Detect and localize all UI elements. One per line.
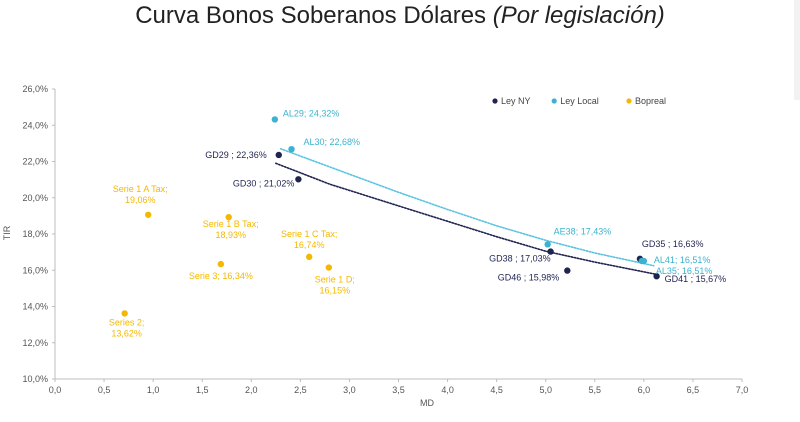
x-tick-label: 6,5 [687, 385, 700, 395]
legend-marker [551, 98, 557, 104]
x-tick-label: 7,0 [736, 385, 749, 395]
data-point [225, 213, 232, 221]
data-point [547, 248, 554, 255]
y-tick-label: 24,0% [22, 120, 48, 130]
point-label: GD35 ; 16,63% [642, 239, 704, 249]
point-label-line: GD41 ; 15,67% [665, 274, 727, 284]
point-label: Serie 1 A Tax; 19,06% [113, 184, 168, 205]
data-point [564, 267, 571, 274]
point-label-line: 13,62% [111, 328, 142, 338]
legend-label: Bopreal [635, 96, 666, 106]
point-label: Serie 3; 16,34% [189, 271, 253, 281]
data-point [325, 264, 333, 271]
data-point [544, 241, 551, 248]
x-tick-label: 6,0 [638, 385, 651, 395]
point-label-line: GD30 ; 21,02% [233, 178, 295, 188]
axes: 10,0% 12,0% 14,0% 16,0% 18,0% 20,0% 22,0% 24,0%… [22, 84, 748, 395]
point-label-line: Serie 3; 16,34% [189, 271, 253, 281]
x-tick-label: 4,0 [441, 385, 454, 395]
x-tick-label: 3,0 [343, 385, 356, 395]
point-label-line: 16,74% [294, 240, 325, 250]
x-tick-label: 5,5 [589, 385, 602, 395]
x-tick-label: 0,5 [98, 385, 111, 395]
point-label: GD46 ; 15,98% [498, 273, 560, 283]
data-point [305, 253, 313, 261]
point-label-line: AL29; 24,32% [283, 108, 340, 118]
scrollbar-strip [794, 0, 800, 100]
point-label: AL30; 22,68% [304, 137, 361, 147]
point-label: GD30 ; 21,02% [233, 178, 295, 188]
point-label: Serie 1 C Tax; 16,74% [281, 229, 337, 250]
x-tick-label: 1,0 [147, 385, 160, 395]
point-label: AL41; 16,51% [654, 255, 711, 265]
point-label-line: 16,15% [320, 286, 351, 296]
point-label-line: AL41; 16,51% [654, 255, 711, 265]
point-label-line: AL35; 16,51% [656, 266, 713, 276]
point-label-line: Serie 1 A Tax; [113, 184, 168, 194]
legend-marker [492, 98, 498, 104]
data-point [271, 116, 279, 123]
y-tick-label: 10,0% [22, 374, 48, 384]
point-label: Serie 1 B Tax; 18,93% [203, 219, 259, 240]
point-label: AL29; 24,32% [283, 108, 340, 118]
data-points [121, 116, 660, 317]
data-point [638, 257, 646, 265]
x-tick-label: 2,0 [245, 385, 258, 395]
y-tick-label: 18,0% [22, 229, 48, 239]
y-tick-label: 16,0% [22, 265, 48, 275]
point-label-line: GD46 ; 15,98% [498, 273, 560, 283]
legend-label: Ley Local [560, 96, 599, 106]
point-label-line: GD38 ; 17,03% [489, 254, 551, 264]
y-tick-label: 26,0% [22, 84, 48, 94]
x-axis-label: MD [420, 398, 434, 408]
point-label-line: AL30; 22,68% [304, 137, 361, 147]
y-axis-label: TIR [2, 225, 12, 240]
data-point [295, 176, 302, 183]
point-label: AE38; 17,43% [554, 226, 612, 236]
point-labels: GD29 ; 22,36% GD30 ; 21,02% GD38 ; 17,03% G… [109, 108, 726, 338]
chart-title-main: Curva Bonos Soberanos Dólares [135, 2, 487, 29]
data-point [145, 211, 152, 218]
point-label-line: 18,93% [215, 230, 246, 240]
point-label: GD29 ; 22,36% [205, 150, 267, 160]
y-tick-label: 20,0% [22, 193, 48, 203]
data-point [275, 151, 282, 159]
x-tick-label: 2,5 [294, 385, 307, 395]
x-tick-label: 3,5 [392, 385, 405, 395]
point-label: AL35; 16,51% [656, 266, 713, 276]
trendline [274, 162, 660, 276]
chart-subtitle: (Por legislación) [492, 2, 665, 29]
x-tick-label: 0,0 [49, 385, 62, 395]
data-point [653, 273, 660, 280]
point-label: Series 2; 13,62% [109, 317, 145, 338]
trendlines [274, 148, 660, 276]
point-label-line: 19,06% [125, 195, 156, 205]
point-label-line: Series 2; [109, 317, 145, 327]
point-label-line: AE38; 17,43% [554, 226, 612, 236]
point-label-line: Serie 1 C Tax; [281, 229, 337, 239]
y-tick-label: 12,0% [22, 338, 48, 348]
point-label-line: GD35 ; 16,63% [642, 239, 704, 249]
trendline [279, 148, 655, 267]
point-label: GD38 ; 17,03% [489, 254, 551, 264]
point-label: Serie 1 D; 16,15% [315, 275, 355, 296]
x-tick-label: 4,5 [490, 385, 503, 395]
y-tick-label: 22,0% [22, 157, 48, 167]
data-point [217, 260, 225, 268]
point-label-line: Serie 1 D; [315, 275, 355, 285]
legend-marker [626, 98, 632, 104]
point-label: GD41 ; 15,67% [665, 274, 727, 284]
point-label-line: Serie 1 B Tax; [203, 219, 259, 229]
data-point [288, 145, 295, 153]
data-point [121, 310, 128, 317]
x-tick-label: 1,5 [196, 385, 209, 395]
legend-label: Ley NY [501, 96, 531, 106]
y-tick-label: 14,0% [22, 302, 48, 312]
legend: Ley NY Ley Local Bopreal [492, 96, 666, 106]
chart-title: Curva Bonos Soberanos Dólares (Por legis… [0, 2, 800, 30]
x-tick-label: 5,0 [539, 385, 552, 395]
point-label-line: GD29 ; 22,36% [205, 150, 267, 160]
